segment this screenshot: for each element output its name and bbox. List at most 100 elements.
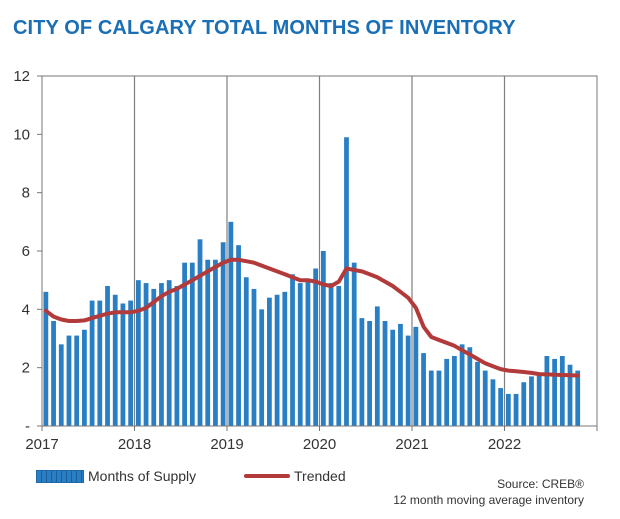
x-tick-label: 2020	[303, 436, 336, 453]
trended-line	[43, 257, 580, 378]
supply-bar	[505, 393, 511, 426]
x-tick-label: 2018	[118, 436, 151, 453]
legend-bar-swatch	[36, 469, 84, 483]
gridlines	[133, 76, 506, 426]
supply-bar	[182, 262, 187, 426]
x-tick-label: 2021	[395, 436, 428, 453]
supply-bar	[112, 294, 118, 426]
y-tick-label: 2	[22, 360, 30, 377]
supply-bar	[459, 344, 465, 426]
supply-bar	[328, 283, 334, 426]
supply-bar	[467, 347, 473, 426]
supply-bar	[282, 291, 288, 426]
supply-bar	[490, 379, 496, 426]
legend-line-swatch	[244, 474, 290, 478]
supply-bar	[290, 274, 295, 426]
supply-bar	[382, 321, 388, 426]
y-tick-label: 6	[22, 243, 30, 260]
supply-bar	[236, 245, 241, 426]
x-tick-label: 2019	[210, 436, 243, 453]
chart-title: CITY OF CALGARY TOTAL MONTHS OF INVENTOR…	[13, 17, 516, 39]
supply-bar	[128, 300, 134, 426]
supply-bar	[367, 321, 372, 426]
supply-bar	[228, 221, 234, 426]
supply-bar	[320, 251, 326, 426]
supply-bar	[220, 242, 226, 426]
axes	[37, 75, 598, 431]
source-note: Source: CREB® 12 month moving average in…	[393, 476, 584, 508]
supply-bar	[97, 300, 103, 426]
y-tick-label: 8	[22, 185, 30, 202]
legend-bars: Months of Supply	[36, 468, 196, 484]
supply-bar	[259, 309, 265, 426]
source-line-2: 12 month moving average inventory	[393, 493, 584, 507]
supply-bar	[197, 239, 203, 426]
supply-bar	[421, 353, 426, 426]
supply-bar	[559, 356, 565, 426]
supply-bar	[66, 335, 72, 426]
supply-bar	[105, 286, 110, 426]
supply-bar	[274, 294, 280, 426]
supply-bar	[159, 283, 164, 426]
legend-bar-label: Months of Supply	[88, 468, 197, 484]
x-tick-labels: 2017 2018 2019 2020 2021 2022	[25, 436, 521, 453]
supply-bar	[405, 335, 411, 426]
supply-bar	[452, 356, 457, 426]
supply-bar	[436, 370, 442, 426]
supply-bar	[243, 277, 249, 426]
supply-bar	[398, 323, 403, 426]
supply-bar	[58, 344, 64, 426]
supply-bar	[513, 393, 519, 426]
supply-bar	[428, 370, 434, 426]
supply-bar	[351, 262, 357, 426]
supply-bar	[135, 280, 141, 426]
supply-bar	[174, 286, 180, 426]
supply-bar	[536, 373, 542, 426]
supply-bar	[475, 361, 480, 426]
supply-bar	[251, 288, 257, 426]
supply-bar	[413, 326, 419, 426]
supply-bar	[344, 137, 349, 426]
legend-line: Trended	[244, 468, 346, 484]
supply-bar	[336, 286, 342, 426]
supply-bar	[297, 283, 303, 426]
supply-bar	[390, 329, 396, 426]
y-tick-label: -	[25, 418, 30, 435]
supply-bar	[444, 358, 450, 426]
y-tick-label: 4	[22, 301, 30, 318]
supply-bar	[313, 268, 319, 426]
supply-bar	[213, 259, 218, 426]
supply-bar	[82, 329, 87, 426]
supply-bar	[305, 280, 311, 426]
legend-line-label: Trended	[294, 468, 346, 484]
supply-bar	[544, 356, 550, 426]
supply-bar	[51, 321, 56, 426]
supply-bar	[120, 303, 126, 426]
supply-bar	[189, 262, 195, 426]
supply-bar	[151, 288, 157, 426]
source-line-1: Source: CREB®	[497, 477, 584, 491]
supply-bar	[166, 280, 172, 426]
supply-bar	[575, 370, 581, 426]
supply-bar	[552, 358, 557, 426]
supply-bar	[205, 259, 211, 426]
x-tick-label: 2017	[25, 436, 58, 453]
supply-bar	[359, 318, 365, 426]
y-tick-labels: - 2 4 6 8 10 12	[13, 68, 30, 435]
supply-bar	[498, 388, 504, 426]
bar-series	[43, 137, 581, 426]
supply-bar	[482, 370, 488, 426]
y-tick-label: 10	[13, 126, 30, 143]
supply-bar	[567, 364, 573, 426]
supply-bar	[374, 306, 380, 426]
supply-bar	[267, 297, 272, 426]
supply-bar	[74, 335, 80, 426]
x-tick-label: 2022	[488, 436, 521, 453]
supply-bar	[43, 291, 49, 426]
supply-bar	[89, 300, 95, 426]
y-tick-label: 12	[13, 68, 30, 85]
supply-bar	[529, 376, 534, 426]
supply-bar	[143, 283, 149, 426]
supply-bar	[521, 382, 527, 426]
